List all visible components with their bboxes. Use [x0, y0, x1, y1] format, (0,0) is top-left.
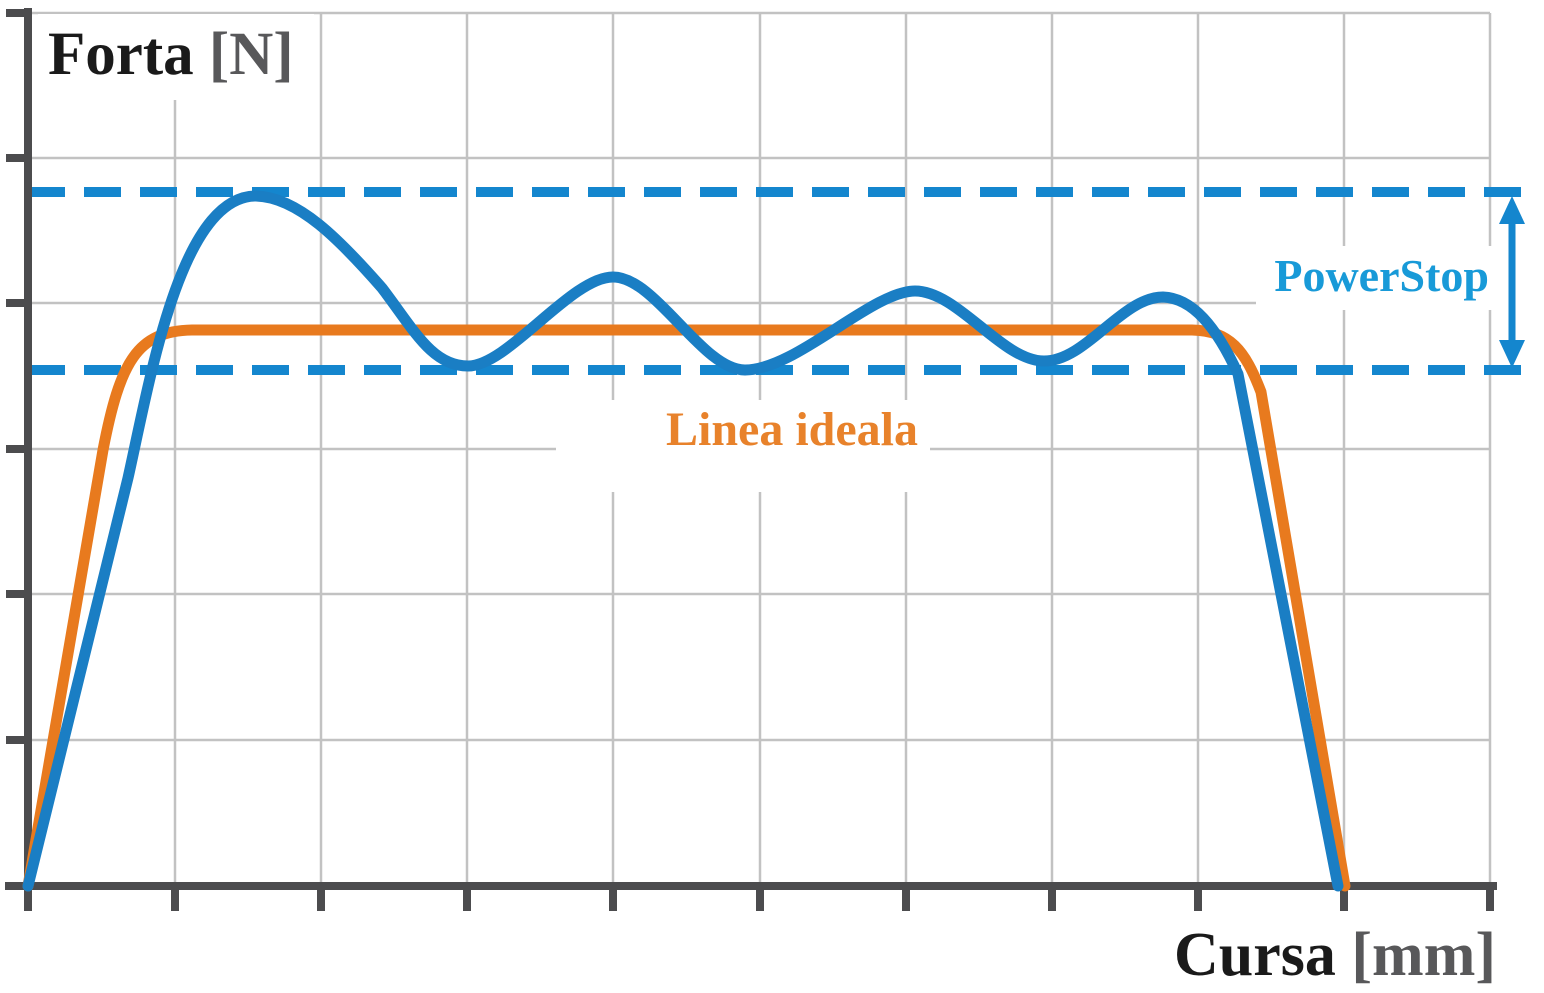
arrow-head-down-icon: [1499, 340, 1525, 368]
ideal-line-curve: [22, 324, 1351, 892]
powerstop-band-dashed-lines: [28, 187, 1528, 375]
powerstop-band-label: PowerStop: [1256, 246, 1497, 310]
y-axis-title-unit: [N]: [208, 21, 294, 88]
arrow-head-up-icon: [1499, 196, 1525, 224]
band-range-arrow: [1499, 196, 1525, 368]
x-axis-title-unit: [mm]: [1351, 921, 1496, 989]
x-axis-title-name: Cursa: [1174, 921, 1336, 989]
actual-force-curve: [22, 190, 1344, 892]
ideal-line-label: Linea ideala: [556, 400, 930, 492]
x-axis-title: Cursa [mm]: [1164, 916, 1506, 993]
y-axis-title: Forta [N]: [38, 14, 314, 100]
y-axis-title-name: Forta: [48, 21, 194, 88]
axes: [5, 8, 1497, 911]
